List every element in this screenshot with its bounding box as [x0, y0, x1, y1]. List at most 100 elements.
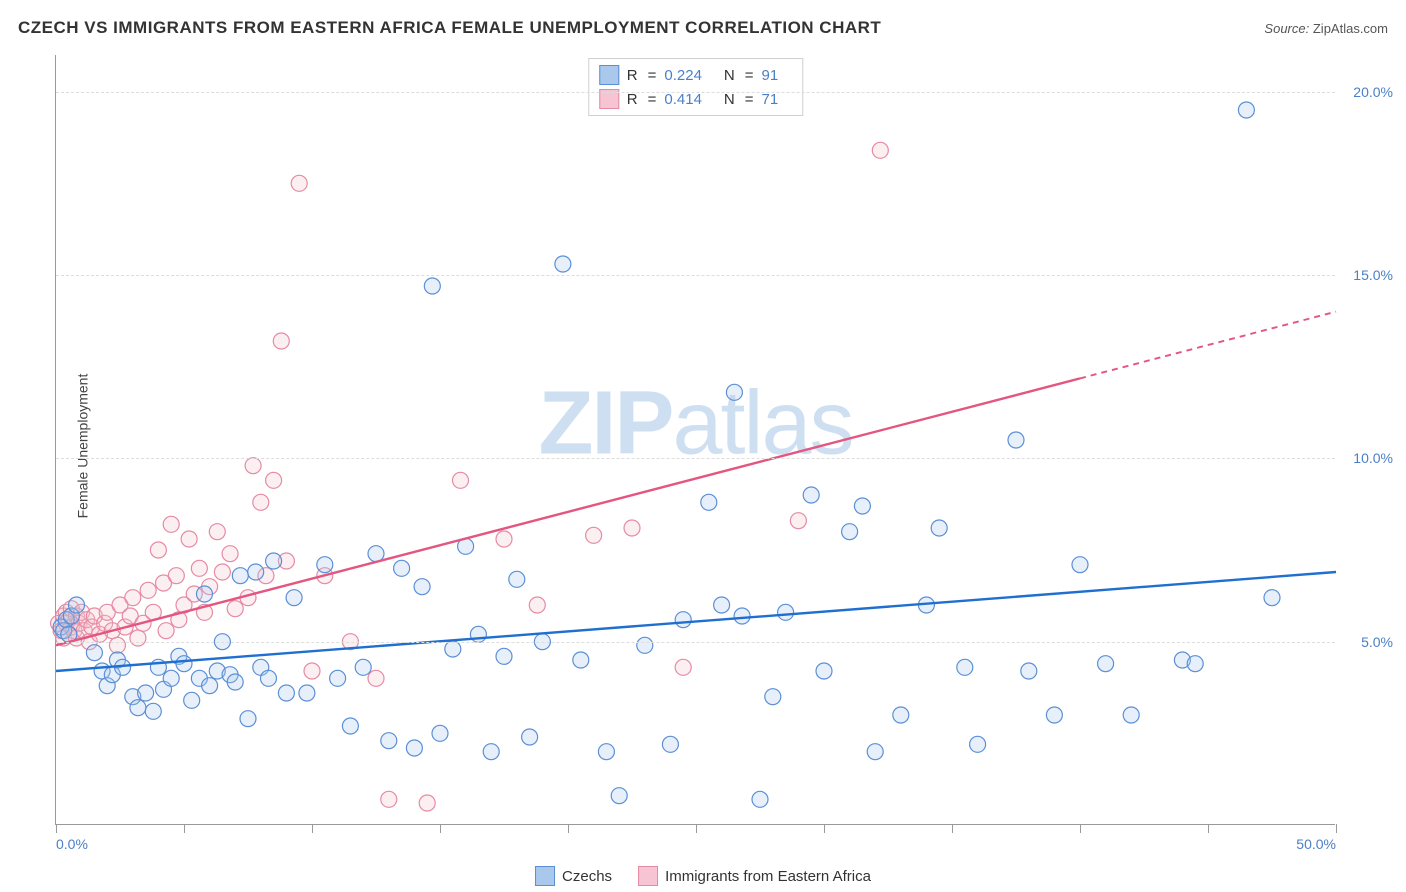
data-point [291, 175, 307, 191]
data-point [260, 670, 276, 686]
data-point [970, 736, 986, 752]
data-point [209, 524, 225, 540]
data-point [140, 582, 156, 598]
data-point [452, 472, 468, 488]
data-point [842, 524, 858, 540]
data-point [232, 568, 248, 584]
data-point [240, 711, 256, 727]
data-point [355, 659, 371, 675]
data-point [130, 700, 146, 716]
data-point [586, 527, 602, 543]
data-point [1021, 663, 1037, 679]
data-point [726, 384, 742, 400]
data-point [445, 641, 461, 657]
plot-area: ZIPatlas R= 0.224 N= 91 R= 0.414 N= 71 5… [55, 55, 1335, 825]
data-point [266, 553, 282, 569]
data-point [931, 520, 947, 536]
data-point [1046, 707, 1062, 723]
data-point [245, 458, 261, 474]
data-point [867, 744, 883, 760]
data-point [342, 718, 358, 734]
data-point [266, 472, 282, 488]
data-point [304, 663, 320, 679]
bottom-legend: Czechs Immigrants from Eastern Africa [535, 866, 871, 886]
gridline [56, 92, 1335, 93]
data-point [368, 670, 384, 686]
y-tick-label: 15.0% [1353, 267, 1393, 283]
data-point [163, 516, 179, 532]
data-point [406, 740, 422, 756]
data-point [714, 597, 730, 613]
data-point [509, 571, 525, 587]
data-point [1072, 557, 1088, 573]
data-point [701, 494, 717, 510]
data-point [778, 604, 794, 620]
data-point [286, 590, 302, 606]
data-point [68, 597, 84, 613]
data-point [125, 590, 141, 606]
legend-item-czechs: Czechs [535, 866, 612, 886]
data-point [191, 560, 207, 576]
data-point [130, 630, 146, 646]
data-point [432, 725, 448, 741]
data-point [86, 645, 102, 661]
trend-line [56, 572, 1336, 671]
data-point [611, 788, 627, 804]
data-point [222, 546, 238, 562]
legend-label-immigrants: Immigrants from Eastern Africa [665, 868, 871, 885]
data-point [496, 648, 512, 664]
data-point [158, 623, 174, 639]
x-tick [312, 824, 313, 833]
data-point [637, 637, 653, 653]
data-point [394, 560, 410, 576]
data-point [184, 692, 200, 708]
data-point [227, 601, 243, 617]
x-tick [568, 824, 569, 833]
chart-header: CZECH VS IMMIGRANTS FROM EASTERN AFRICA … [18, 18, 1388, 38]
data-point [150, 542, 166, 558]
data-point [529, 597, 545, 613]
data-point [675, 612, 691, 628]
data-point [145, 703, 161, 719]
data-point [752, 791, 768, 807]
x-tick [824, 824, 825, 833]
x-tick [696, 824, 697, 833]
data-point [624, 520, 640, 536]
data-point [893, 707, 909, 723]
trend-line-extrapolated [1080, 312, 1336, 379]
data-point [202, 678, 218, 694]
data-point [138, 685, 154, 701]
data-point [419, 795, 435, 811]
data-point [957, 659, 973, 675]
data-point [248, 564, 264, 580]
data-point [381, 733, 397, 749]
x-tick [184, 824, 185, 833]
data-point [214, 564, 230, 580]
x-tick [1208, 824, 1209, 833]
data-point [854, 498, 870, 514]
data-point [168, 568, 184, 584]
data-point [522, 729, 538, 745]
x-tick [952, 824, 953, 833]
x-tick [1336, 824, 1337, 833]
data-point [1238, 102, 1254, 118]
data-point [872, 142, 888, 158]
x-tick-label: 0.0% [56, 836, 88, 852]
source-value: ZipAtlas.com [1313, 21, 1388, 36]
data-point [816, 663, 832, 679]
y-tick-label: 10.0% [1353, 450, 1393, 466]
source-label: Source: [1264, 21, 1309, 36]
data-point [1123, 707, 1139, 723]
legend-swatch-immigrants [638, 866, 658, 886]
data-point [273, 333, 289, 349]
data-point [227, 674, 243, 690]
data-point [424, 278, 440, 294]
data-point [1187, 656, 1203, 672]
data-point [278, 685, 294, 701]
data-point [803, 487, 819, 503]
chart-title: CZECH VS IMMIGRANTS FROM EASTERN AFRICA … [18, 18, 881, 38]
y-tick-label: 20.0% [1353, 84, 1393, 100]
gridline [56, 275, 1335, 276]
data-point [414, 579, 430, 595]
data-point [1264, 590, 1280, 606]
